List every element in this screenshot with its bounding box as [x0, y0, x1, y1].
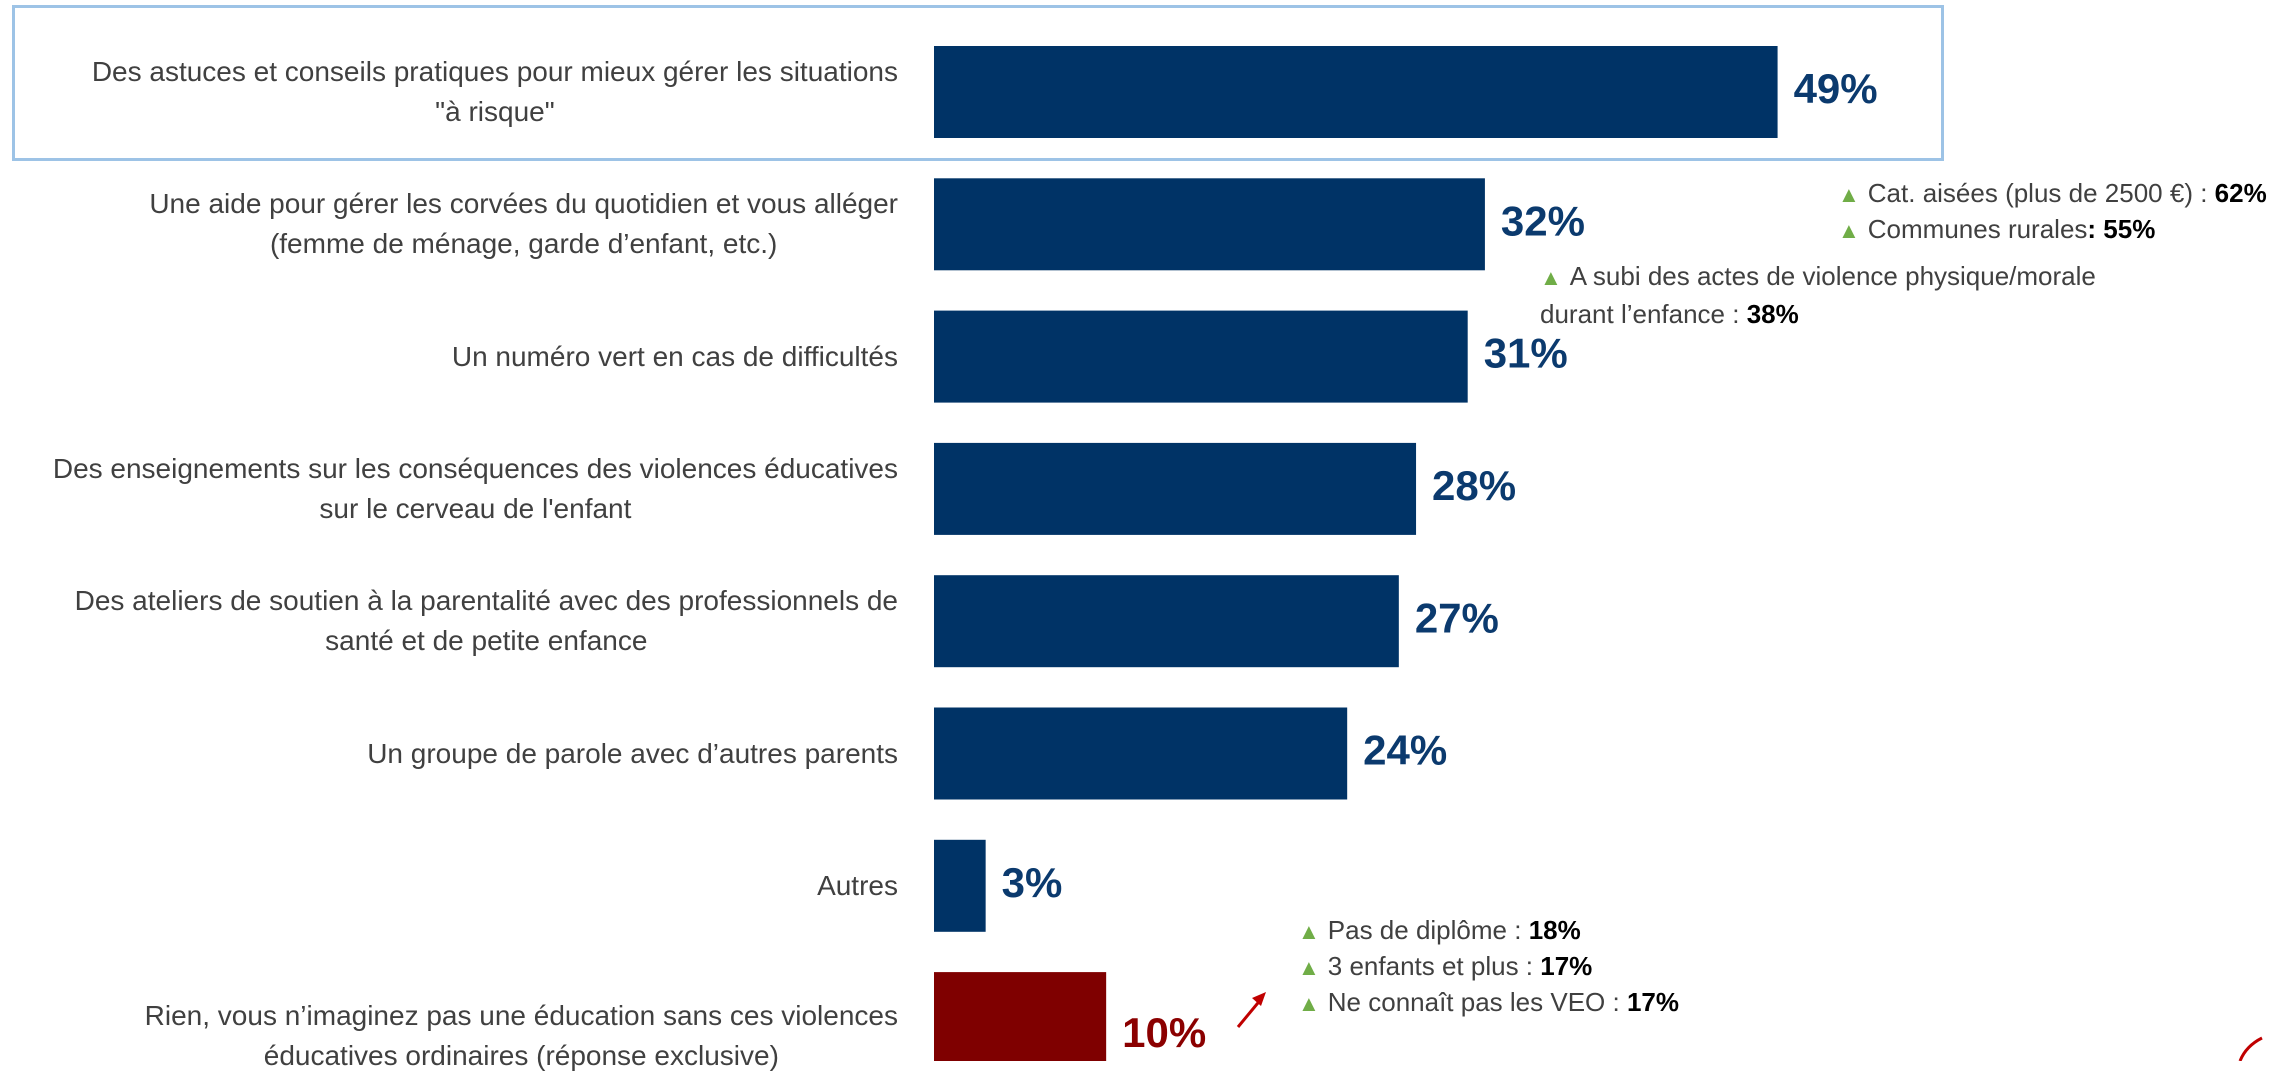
bar-7 — [934, 839, 986, 932]
value-label-3: 31% — [1484, 330, 1568, 377]
bar-8 — [934, 972, 1107, 1061]
up-triangle-icon: ▲ — [1298, 955, 1320, 980]
category-label-text: Un groupe de parole avec d’autres parent… — [367, 737, 898, 769]
category-label-text: Des ateliers de soutien à la parentalité… — [74, 585, 898, 657]
category-label-5: Des ateliers de soutien à la parentalité… — [18, 581, 898, 661]
bar-5 — [934, 575, 1399, 668]
annotation-three-children: ▲ 3 enfants et plus : 17% — [1298, 951, 1593, 981]
category-label-text: Une aide pour gérer les corvées du quoti… — [149, 188, 898, 260]
value-label-5: 27% — [1415, 594, 1499, 641]
category-label-text: Autres — [817, 869, 898, 901]
up-triangle-icon: ▲ — [1838, 218, 1860, 243]
category-label-2: Une aide pour gérer les corvées du quoti… — [18, 184, 898, 264]
bar-1 — [934, 46, 1778, 138]
up-triangle-icon: ▲ — [1540, 265, 1562, 290]
category-label-text: Des astuces et conseils pratiques pour m… — [91, 56, 898, 127]
annotation-childhood-violence: ▲ A subi des actes de violence physique/m… — [1540, 261, 2096, 329]
value-label-8: 10% — [1122, 1009, 1206, 1056]
category-label-3: Un numéro vert en cas de difficultés — [18, 317, 898, 397]
up-triangle-icon: ▲ — [1298, 991, 1320, 1016]
bar-2 — [934, 178, 1485, 271]
highlight-box — [12, 5, 1944, 161]
annotation-rural: ▲ Communes rurales: 55% — [1838, 214, 2156, 244]
bar-6 — [934, 707, 1348, 800]
value-label-1: 49% — [1794, 65, 1878, 112]
annotation-no-diploma: ▲ Pas de diplôme : 18% — [1298, 915, 1581, 945]
category-label-7: Autres — [18, 846, 898, 926]
category-label-4: Des enseignements sur les conséquences d… — [18, 449, 898, 529]
up-triangle-icon: ▲ — [1838, 182, 1860, 207]
bar-3 — [934, 310, 1468, 403]
category-label-1: Des astuces et conseils pratiques pour m… — [18, 52, 898, 132]
category-label-text: Un numéro vert en cas de difficultés — [451, 340, 898, 372]
bar-4 — [934, 442, 1417, 535]
value-label-6: 24% — [1363, 727, 1447, 774]
category-label-text: Des enseignements sur les conséquences d… — [52, 452, 898, 524]
value-label-7: 3% — [1002, 859, 1063, 906]
annotation-high-income: ▲ Cat. aisées (plus de 2500 €) : 62% — [1838, 178, 2267, 208]
up-triangle-icon: ▲ — [1298, 919, 1320, 944]
value-label-2: 32% — [1501, 197, 1585, 244]
category-label-6: Un groupe de parole avec d’autres parent… — [18, 714, 898, 794]
value-label-4: 28% — [1432, 462, 1516, 509]
annotation-unaware-veo: ▲ Ne connaît pas les VEO : 17% — [1298, 987, 1679, 1017]
